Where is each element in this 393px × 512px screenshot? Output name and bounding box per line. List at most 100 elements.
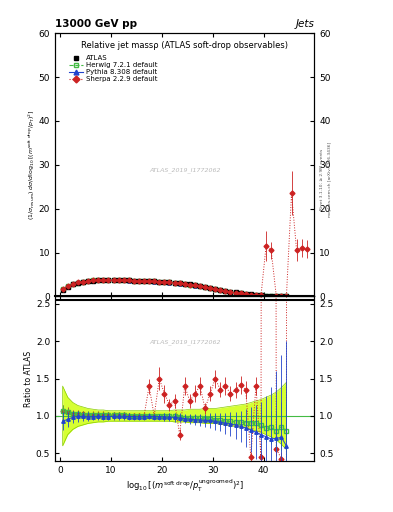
Sherpa 2.2.9 default [248, 292, 253, 298]
Text: mcplots.cern.ch [arXiv:1306.3436]: mcplots.cern.ch [arXiv:1306.3436] [328, 142, 332, 217]
Pythia 8.308 default [157, 279, 162, 285]
Herwig 7.2.1 default [137, 278, 141, 284]
Sherpa 2.2.9 default [228, 289, 233, 295]
Pythia 8.308 default [111, 277, 116, 283]
Herwig 7.2.1 default [177, 280, 182, 286]
Pythia 8.308 default [162, 279, 167, 285]
Sherpa 2.2.9 default [177, 280, 182, 286]
Line: Herwig 7.2.1 default: Herwig 7.2.1 default [62, 280, 286, 296]
Pythia 8.308 default [233, 290, 238, 296]
Text: 13000 GeV pp: 13000 GeV pp [55, 19, 137, 29]
Herwig 7.2.1 default [132, 278, 136, 284]
Herwig 7.2.1 default [96, 277, 101, 283]
Sherpa 2.2.9 default [162, 279, 167, 285]
Sherpa 2.2.9 default [106, 277, 111, 283]
Sherpa 2.2.9 default [86, 278, 90, 284]
Text: ATLAS_2019_I1772062: ATLAS_2019_I1772062 [149, 339, 220, 345]
Pythia 8.308 default [253, 292, 258, 298]
Sherpa 2.2.9 default [294, 247, 299, 253]
Pythia 8.308 default [70, 281, 75, 287]
Pythia 8.308 default [177, 281, 182, 287]
Pythia 8.308 default [81, 279, 85, 285]
Herwig 7.2.1 default [198, 283, 202, 289]
Sherpa 2.2.9 default [223, 288, 228, 294]
Sherpa 2.2.9 default [147, 278, 151, 284]
Pythia 8.308 default [187, 282, 192, 288]
Sherpa 2.2.9 default [284, 293, 289, 300]
Sherpa 2.2.9 default [60, 286, 65, 292]
Herwig 7.2.1 default [213, 286, 218, 292]
Text: Jets: Jets [296, 19, 314, 29]
Herwig 7.2.1 default [223, 288, 228, 294]
Pythia 8.308 default [208, 285, 213, 291]
Herwig 7.2.1 default [238, 290, 243, 296]
Pythia 8.308 default [238, 291, 243, 297]
Sherpa 2.2.9 default [137, 278, 141, 284]
Herwig 7.2.1 default [121, 277, 126, 283]
Pythia 8.308 default [182, 281, 187, 287]
Line: Sherpa 2.2.9 default: Sherpa 2.2.9 default [62, 194, 307, 296]
Pythia 8.308 default [213, 286, 218, 292]
Pythia 8.308 default [223, 288, 228, 294]
Sherpa 2.2.9 default [152, 279, 156, 285]
Herwig 7.2.1 default [243, 291, 248, 297]
Pythia 8.308 default [167, 280, 172, 286]
Pythia 8.308 default [284, 293, 289, 300]
Herwig 7.2.1 default [60, 286, 65, 292]
Sherpa 2.2.9 default [279, 293, 284, 299]
Pythia 8.308 default [193, 283, 197, 289]
Pythia 8.308 default [116, 278, 121, 284]
Sherpa 2.2.9 default [198, 283, 202, 289]
Pythia 8.308 default [279, 293, 284, 299]
Herwig 7.2.1 default [208, 285, 213, 291]
Herwig 7.2.1 default [228, 289, 233, 295]
Sherpa 2.2.9 default [65, 283, 70, 289]
Sherpa 2.2.9 default [253, 292, 258, 298]
Pythia 8.308 default [218, 287, 223, 293]
Sherpa 2.2.9 default [233, 290, 238, 296]
Sherpa 2.2.9 default [264, 243, 268, 249]
Sherpa 2.2.9 default [101, 277, 106, 283]
Herwig 7.2.1 default [284, 293, 289, 300]
Sherpa 2.2.9 default [305, 246, 309, 252]
Sherpa 2.2.9 default [182, 281, 187, 287]
Pythia 8.308 default [203, 284, 208, 290]
Sherpa 2.2.9 default [208, 285, 213, 291]
Pythia 8.308 default [101, 277, 106, 283]
Pythia 8.308 default [91, 278, 95, 284]
Pythia 8.308 default [172, 280, 177, 286]
X-axis label: $\log_{10}[(m^\mathrm{soft\ drop}/p_\mathrm{T}^\mathrm{ungroomed})^2]$: $\log_{10}[(m^\mathrm{soft\ drop}/p_\mat… [126, 477, 244, 494]
Pythia 8.308 default [75, 280, 80, 286]
Sherpa 2.2.9 default [127, 278, 131, 284]
Sherpa 2.2.9 default [75, 280, 80, 286]
Pythia 8.308 default [228, 289, 233, 295]
Sherpa 2.2.9 default [96, 277, 101, 283]
Pythia 8.308 default [141, 278, 146, 284]
Herwig 7.2.1 default [233, 290, 238, 296]
Line: Pythia 8.308 default: Pythia 8.308 default [62, 280, 286, 296]
Sherpa 2.2.9 default [218, 287, 223, 293]
Herwig 7.2.1 default [147, 278, 151, 284]
Pythia 8.308 default [269, 293, 274, 299]
Sherpa 2.2.9 default [203, 284, 208, 290]
Sherpa 2.2.9 default [81, 279, 85, 285]
Herwig 7.2.1 default [279, 293, 284, 299]
Herwig 7.2.1 default [248, 292, 253, 298]
Pythia 8.308 default [86, 278, 90, 284]
Legend: ATLAS, Herwig 7.2.1 default, Pythia 8.308 default, Sherpa 2.2.9 default: ATLAS, Herwig 7.2.1 default, Pythia 8.30… [66, 53, 160, 85]
Pythia 8.308 default [60, 287, 65, 293]
Sherpa 2.2.9 default [141, 278, 146, 284]
Sherpa 2.2.9 default [243, 291, 248, 297]
Pythia 8.308 default [152, 279, 156, 285]
Text: Rivet 3.1.10; ≥ 2.9M events: Rivet 3.1.10; ≥ 2.9M events [320, 148, 324, 210]
Herwig 7.2.1 default [116, 277, 121, 283]
Pythia 8.308 default [65, 284, 70, 290]
Pythia 8.308 default [127, 278, 131, 284]
Herwig 7.2.1 default [106, 277, 111, 283]
Herwig 7.2.1 default [259, 292, 263, 298]
Herwig 7.2.1 default [187, 282, 192, 288]
Sherpa 2.2.9 default [167, 279, 172, 285]
Herwig 7.2.1 default [203, 284, 208, 290]
Pythia 8.308 default [96, 278, 101, 284]
Pythia 8.308 default [132, 278, 136, 284]
